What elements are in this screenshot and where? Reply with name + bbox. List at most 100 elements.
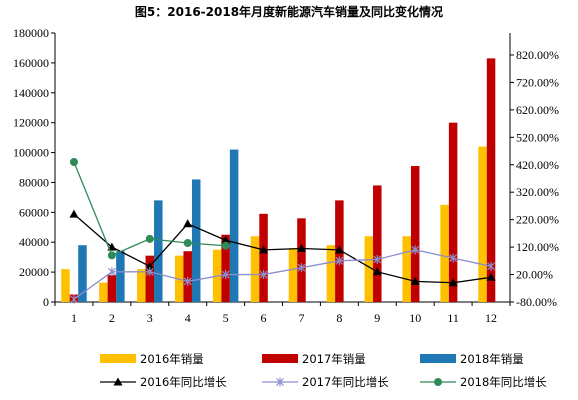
line-point [410,276,420,285]
line-point [297,263,306,273]
legend-item: 2016年同比增长 [100,375,227,389]
bar [137,269,146,302]
y2-tick-label: -80.00% [516,295,557,309]
line-point [69,209,79,218]
bar [297,218,306,302]
legend-item: 2018年销量 [420,352,524,366]
line-point [69,158,78,167]
line-point [448,278,458,287]
bar [154,200,163,302]
legend-label: 2016年销量 [140,352,204,366]
line-point [296,243,306,252]
x-tick-label: 11 [447,311,459,325]
y-tick-label: 160000 [13,56,49,70]
legend-swatch [100,354,136,363]
chart-title: 图5：2016-2018年月度新能源汽车销量及同比变化情况 [135,4,443,19]
line-point [145,261,155,270]
line-point [411,245,420,255]
legend-item: 2017年销量 [262,352,366,366]
legend-label: 2018年销量 [460,352,524,366]
line-point [221,235,231,244]
bar [486,58,496,303]
legend-swatch [262,354,298,363]
line-point [183,238,192,247]
bar [99,282,108,302]
line-point [276,377,284,387]
line-point [221,270,230,280]
line-point [487,261,495,271]
y2-tick-label: 320.00% [516,185,559,199]
x-tick-label: 8 [336,311,342,325]
line-point [449,253,458,263]
line-point [373,254,382,264]
x-tick-label: 7 [298,311,304,325]
bar [221,234,230,302]
line-point [70,294,78,304]
line-point [107,251,116,260]
legend-label: 2016年同比增长 [140,375,227,389]
y-tick-label: 140000 [13,86,49,100]
series-line [73,213,492,284]
line-point [113,377,123,386]
bar [410,166,420,302]
y2-tick-label: 220.00% [516,213,559,227]
y2-tick-label: 820.00% [516,48,559,62]
bar [440,204,449,302]
y-tick-label: 80000 [19,175,49,189]
bars [61,58,496,303]
bar [448,122,458,303]
bar [250,236,260,302]
line-point [145,267,154,277]
bar [145,255,155,302]
line-point [221,241,230,250]
legend-label: 2017年同比增长 [302,375,389,389]
bar [107,275,117,302]
line-point [334,245,344,254]
bar [116,251,125,302]
y2-tick-label: 20.00% [516,268,553,282]
bar [259,213,268,302]
line-point [259,270,268,280]
x-tick-label: 1 [71,311,77,325]
y2-tick-label: 520.00% [516,130,559,144]
bar [364,236,374,302]
y-tick-label: 40000 [19,235,49,249]
x-tick-label: 10 [409,311,421,325]
bar [373,185,382,302]
legend-item: 2016年销量 [100,352,204,366]
legend: 2016年销量 2017年销量 2018年销量 2016年同比增长 2017年同比增长 2… [100,352,547,389]
y2-tick-label: 720.00% [516,75,559,89]
legend-label: 2017年销量 [302,352,366,366]
legend-swatch [420,354,456,363]
y2-tick-label: 420.00% [516,158,559,172]
bar [183,251,192,302]
legend-label: 2018年同比增长 [460,375,547,389]
legend-item: 2018年同比增长 [420,375,547,389]
bar [402,236,411,302]
line-point [107,267,116,277]
y-tick-label: 100000 [13,146,49,160]
x-tick-label: 4 [185,311,191,325]
axes: 0 20000 40000 60000 80000 100000 120000 140000 1… [13,26,559,325]
y-tick-label: 20000 [19,265,49,279]
x-tick-label: 3 [147,311,153,325]
y-tick-label: 180000 [13,26,49,40]
y-tick-label: 60000 [19,205,49,219]
bar [478,146,487,302]
line-point [145,234,154,243]
line-point [486,272,496,281]
bar [229,149,239,302]
bar [326,245,336,302]
x-tick-label: 2 [109,311,115,325]
line-point [335,256,344,266]
x-tick-label: 6 [261,311,267,325]
line-point [183,219,193,228]
y2-tick-label: 120.00% [516,240,559,254]
x-tick-label: 9 [374,311,380,325]
y-tick-label: 0 [43,295,49,309]
series-line [73,249,492,300]
bar [288,248,298,302]
bar [61,269,70,302]
lines [69,158,496,304]
